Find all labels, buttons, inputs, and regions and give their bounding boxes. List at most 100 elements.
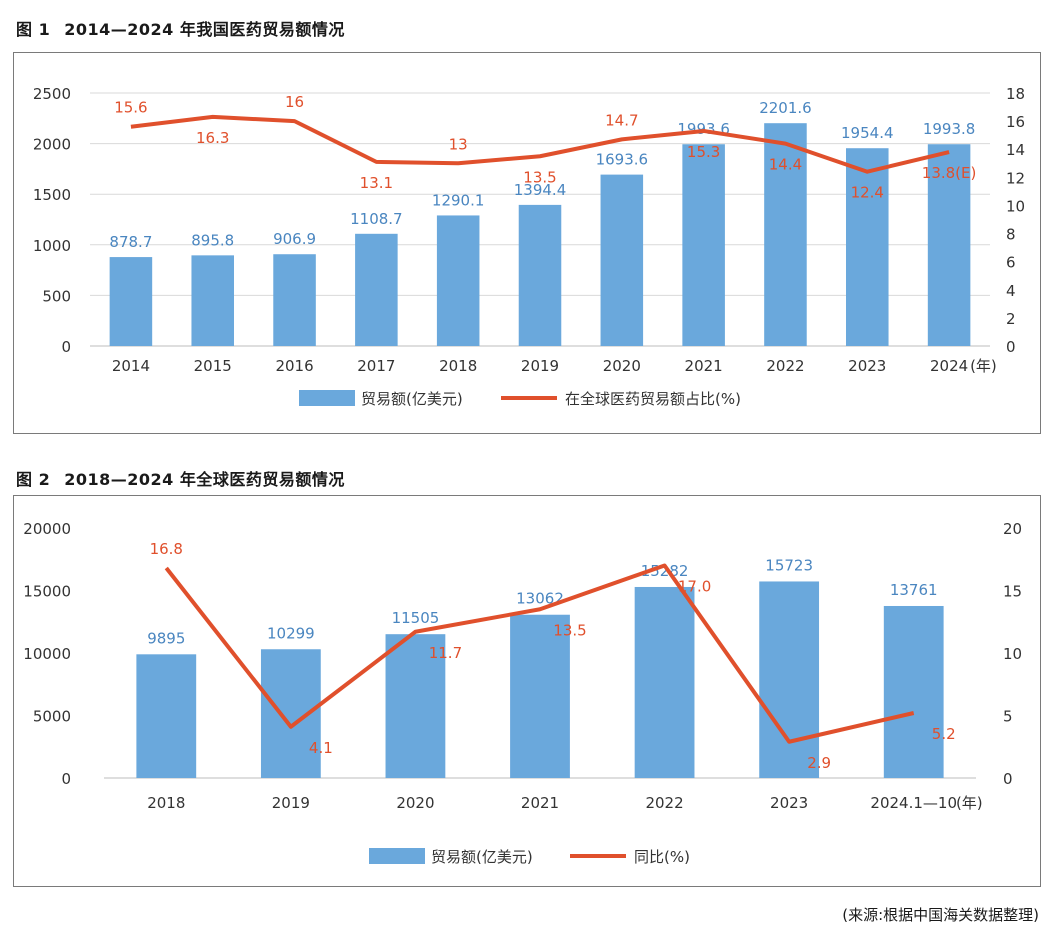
figure2-title: 图 2 2018—2024 年全球医药贸易额情况 <box>16 466 345 490</box>
bar <box>191 255 234 346</box>
legend-bar-swatch <box>299 390 355 406</box>
bar <box>759 581 820 778</box>
figure2-number: 图 2 <box>16 470 51 489</box>
line-data-label: 16.8 <box>150 540 183 558</box>
x-tick-label: 2019 <box>272 794 310 812</box>
bar-data-label: 878.7 <box>109 233 152 251</box>
y-left-tick-label: 5000 <box>33 708 71 726</box>
line-data-label: 13.1 <box>360 174 393 192</box>
y-right-tick-label: 10 <box>1006 197 1025 215</box>
line-data-label: 14.4 <box>769 156 802 174</box>
x-tick-label: 2024 <box>930 357 968 375</box>
line-series-path <box>164 563 915 744</box>
y-left-tick-label: 0 <box>61 338 71 356</box>
x-tick-label: 2018 <box>439 357 477 375</box>
legend-bar-label: 贸易额(亿美元) <box>361 390 463 408</box>
y-right-tick-label: 8 <box>1006 226 1016 244</box>
line-data-label: 16 <box>285 93 304 111</box>
line-data-label: 11.7 <box>429 644 462 662</box>
bar-data-label: 2201.6 <box>759 99 812 117</box>
y-left-tick-label: 500 <box>42 287 71 305</box>
y-left-tick-label: 15000 <box>23 583 71 601</box>
bar-data-label: 1954.4 <box>841 124 894 142</box>
bar-data-label: 13761 <box>890 581 938 599</box>
bar <box>846 148 889 346</box>
x-tick-label: 2023 <box>770 794 808 812</box>
y-right-tick-label: 0 <box>1006 338 1016 356</box>
bar-data-label: 9895 <box>147 629 185 647</box>
legend-bar-label: 贸易额(亿美元) <box>431 848 533 866</box>
x-axis-unit-label: (年) <box>970 357 997 375</box>
x-tick-label: 2022 <box>645 794 683 812</box>
bar <box>385 634 446 778</box>
x-tick-label: 2024.1—10 <box>870 794 957 812</box>
y-right-tick-label: 5 <box>1003 708 1013 726</box>
bar <box>764 123 807 346</box>
y-left-tick-label: 0 <box>61 770 71 788</box>
legend-bar-swatch <box>369 848 425 864</box>
bar-data-label: 906.9 <box>273 230 316 248</box>
x-tick-label: 2020 <box>603 357 641 375</box>
bar <box>436 215 480 346</box>
y-right-tick-label: 2 <box>1006 310 1016 328</box>
line-data-label: 13.8(E) <box>922 164 977 182</box>
x-tick-label: 2016 <box>275 357 313 375</box>
figure1-title: 图 1 2014—2024 年我国医药贸易额情况 <box>16 16 345 40</box>
y-right-tick-label: 16 <box>1006 113 1025 131</box>
y-right-tick-label: 10 <box>1003 645 1022 663</box>
x-tick-label: 2020 <box>396 794 434 812</box>
figure2-chart: 0 5000 10000 15000 20000 0 5 10 15 20 9895 2018 1029… <box>23 520 1022 866</box>
y-right-tick-label: 6 <box>1006 254 1016 272</box>
bar <box>273 254 316 346</box>
y-right-tick-label: 4 <box>1006 282 1016 300</box>
x-tick-label: 2017 <box>357 357 395 375</box>
x-tick-label: 2023 <box>848 357 886 375</box>
x-tick-label: 2022 <box>766 357 804 375</box>
bar <box>883 605 944 778</box>
legend-line-label: 同比(%) <box>634 848 690 866</box>
bar <box>518 204 562 346</box>
bar <box>600 174 644 346</box>
line-data-label: 15.3 <box>687 143 720 161</box>
y-right-tick-label: 18 <box>1006 85 1025 103</box>
bar <box>634 586 695 778</box>
y-left-tick-label: 20000 <box>23 520 71 538</box>
figure1-chart: 0 500 1000 1500 2000 2500 0 2 4 6 8 10 12 14 16 18 878.7… <box>33 85 1025 408</box>
line-data-label: 14.7 <box>605 111 638 129</box>
y-right-tick-label: 12 <box>1006 169 1025 187</box>
bar <box>510 614 570 778</box>
bar-data-label: 895.8 <box>191 231 234 249</box>
bar-data-label: 1394.4 <box>514 181 567 199</box>
y-left-tick-label: 2500 <box>33 85 71 103</box>
y-right-tick-label: 0 <box>1003 770 1013 788</box>
x-axis-unit-label: (年) <box>956 794 983 812</box>
y-right-tick-label: 14 <box>1006 141 1025 159</box>
figure2-panel: 0 5000 10000 15000 20000 0 5 10 15 20 9895 2018 1029… <box>13 495 1041 887</box>
bar <box>682 144 725 346</box>
x-tick-label: 2018 <box>147 794 185 812</box>
y-left-tick-label: 1000 <box>33 237 71 255</box>
figure2-title-text: 2018—2024 年全球医药贸易额情况 <box>64 470 345 489</box>
source-note: (来源:根据中国海关数据整理) <box>842 906 1039 924</box>
x-tick-label: 2021 <box>685 357 723 375</box>
line-data-label: 13.5 <box>553 621 586 639</box>
line-data-label: 13.5 <box>523 168 556 186</box>
line-data-label: 4.1 <box>309 739 333 757</box>
y-right-tick-label: 20 <box>1003 520 1022 538</box>
line-data-label: 16.3 <box>196 129 229 147</box>
x-tick-label: 2019 <box>521 357 559 375</box>
figure1-title-text: 2014—2024 年我国医药贸易额情况 <box>64 20 345 39</box>
bar-data-label: 1693.6 <box>596 151 649 169</box>
bar-data-label: 1993.8 <box>923 120 976 138</box>
bar <box>355 233 398 346</box>
bar <box>927 144 971 346</box>
bar-data-label: 15723 <box>765 556 813 574</box>
bar-data-label: 1108.7 <box>350 210 403 228</box>
bar <box>136 654 197 778</box>
bar <box>260 649 321 778</box>
line-data-label: 15.6 <box>114 99 147 117</box>
bar-data-label: 1290.1 <box>432 191 485 209</box>
line-series-path <box>130 114 950 174</box>
bar-data-label: 10299 <box>267 624 315 642</box>
x-tick-label: 2015 <box>194 357 232 375</box>
